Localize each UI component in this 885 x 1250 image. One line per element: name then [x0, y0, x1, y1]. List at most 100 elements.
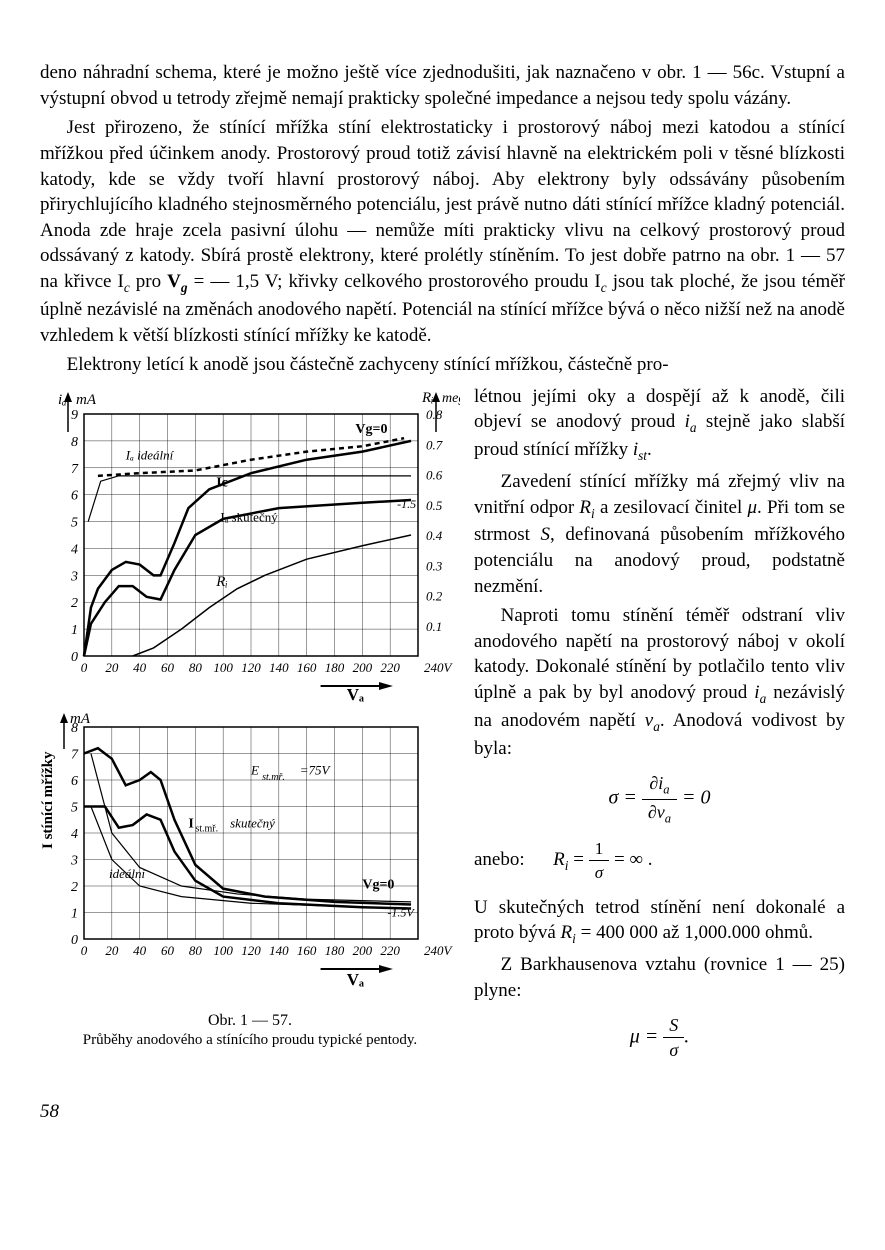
svg-text:ideální: ideální [109, 866, 146, 881]
svg-text:0.3: 0.3 [426, 558, 443, 573]
svg-text:120: 120 [241, 943, 261, 958]
svg-text:Vg=0: Vg=0 [362, 877, 394, 892]
svg-text:220: 220 [380, 660, 400, 675]
page-number: 58 [40, 1101, 845, 1123]
chart-screen-grid-current: 0123456780204060801001201401601802002202… [40, 709, 460, 999]
svg-text:0: 0 [71, 650, 78, 665]
svg-text:40: 40 [133, 943, 147, 958]
svg-text:100: 100 [213, 943, 233, 958]
svg-text:Iₐ ideální: Iₐ ideální [125, 447, 175, 462]
svg-text:160: 160 [297, 943, 317, 958]
svg-text:40: 40 [133, 660, 147, 675]
text: = 400 000 až 1,000.000 ohmů. [576, 922, 813, 943]
svg-text:st.mř.: st.mř. [262, 772, 285, 783]
symbol-va: v [645, 710, 653, 731]
svg-text:4: 4 [71, 827, 78, 842]
symbol-vg: V [167, 271, 181, 292]
figure-column: 0123456789020406080100120140160180200220… [40, 384, 460, 1073]
equation-mu: μ = Sσ. [474, 1013, 845, 1063]
two-column-layout: 0123456789020406080100120140160180200220… [40, 384, 845, 1073]
svg-text:6: 6 [71, 774, 78, 789]
svg-text:0: 0 [81, 943, 88, 958]
right-p5: U skutečných tetrod stínění není dokonal… [474, 895, 845, 948]
svg-text:7: 7 [71, 462, 79, 477]
text: anebo: [474, 849, 525, 870]
svg-text:200: 200 [353, 660, 373, 675]
svg-text:7: 7 [71, 747, 79, 762]
chart-anode-current: 0123456789020406080100120140160180200220… [40, 384, 460, 704]
svg-text:220: 220 [380, 943, 400, 958]
right-text-column: létnou jejími oky a dospějí až k anodě, … [474, 384, 845, 1073]
svg-text:60: 60 [161, 660, 175, 675]
sub: st [638, 448, 647, 463]
paragraph-3: Elektrony letící k anodě jsou částečně z… [40, 352, 845, 378]
figure-caption: Obr. 1 — 57. [40, 1012, 460, 1030]
svg-text:0.4: 0.4 [426, 528, 443, 543]
svg-text:Vg=0: Vg=0 [355, 422, 387, 437]
svg-text:200: 200 [353, 943, 373, 958]
svg-text:5: 5 [71, 800, 78, 815]
svg-text:0: 0 [71, 933, 78, 948]
svg-text:I: I [188, 816, 193, 831]
svg-text:Iₐ skutečný: Iₐ skutečný [220, 509, 278, 524]
svg-text:meg: meg [442, 391, 460, 406]
svg-text:skutečný: skutečný [230, 815, 275, 830]
symbol-mu: μ [747, 497, 757, 518]
svg-text:Ic: Ic [216, 475, 228, 490]
svg-text:240V: 240V [424, 660, 454, 675]
svg-text:mA: mA [76, 392, 97, 408]
sub: a [690, 420, 697, 435]
svg-text:80: 80 [189, 943, 203, 958]
svg-text:-1.5V: -1.5V [387, 905, 415, 919]
svg-text:I stínící mřížky: I stínící mřížky [40, 751, 56, 849]
text: Jest přirozeno, že stínící mřížka stíní … [40, 117, 845, 292]
svg-text:3: 3 [70, 569, 78, 584]
svg-text:Rᵢ: Rᵢ [421, 390, 434, 406]
text: a zesilovací činitel [595, 497, 748, 518]
svg-text:Vₐ: Vₐ [347, 685, 364, 704]
svg-text:0.5: 0.5 [426, 498, 443, 513]
right-p6: Z Barkhausenova vztahu (rovnice 1 — 25) … [474, 952, 845, 1003]
svg-text:0: 0 [81, 660, 88, 675]
svg-text:140: 140 [269, 943, 289, 958]
svg-text:180: 180 [325, 943, 345, 958]
svg-text:0.7: 0.7 [426, 437, 443, 452]
svg-text:4: 4 [71, 542, 78, 557]
sub: a [653, 719, 660, 734]
right-p4: anebo: Ri = 1σ = ∞ . [474, 837, 845, 884]
svg-text:120: 120 [241, 660, 261, 675]
symbol-s: S [541, 524, 551, 545]
sub: g [181, 280, 188, 295]
svg-text:0.2: 0.2 [426, 588, 443, 603]
svg-text:Vₐ: Vₐ [347, 970, 364, 989]
svg-text:140: 140 [269, 660, 289, 675]
right-p2: Zavedení stínící mřížky má zřejmý vliv n… [474, 469, 845, 599]
svg-text:E: E [250, 762, 259, 777]
svg-text:0.1: 0.1 [426, 619, 442, 634]
svg-text:0.6: 0.6 [426, 467, 443, 482]
symbol-ri: R [579, 497, 591, 518]
equation-sigma: σ = ∂ia∂va = 0 [474, 771, 845, 827]
svg-text:80: 80 [189, 660, 203, 675]
text: pro [130, 271, 167, 292]
svg-text:5: 5 [71, 515, 78, 530]
svg-text:240V: 240V [424, 943, 454, 958]
svg-text:2: 2 [71, 596, 78, 611]
svg-text:20: 20 [105, 660, 119, 675]
svg-text:mA: mA [70, 711, 91, 727]
svg-text:0.8: 0.8 [426, 407, 443, 422]
svg-text:9: 9 [71, 408, 78, 423]
svg-text:1: 1 [71, 906, 78, 921]
svg-text:160: 160 [297, 660, 317, 675]
svg-text:8: 8 [71, 435, 78, 450]
page: deno náhradní schema, které je možno ješ… [0, 0, 885, 1163]
svg-text:180: 180 [325, 660, 345, 675]
svg-text:6: 6 [71, 488, 78, 503]
svg-text:3: 3 [70, 853, 78, 868]
svg-text:2: 2 [71, 880, 78, 895]
svg-text:-1.5: -1.5 [397, 497, 416, 511]
svg-text:60: 60 [161, 943, 175, 958]
right-p1: létnou jejími oky a dospějí až k anodě, … [474, 384, 845, 465]
paragraph-2: Jest přirozeno, že stínící mřížka stíní … [40, 115, 845, 348]
svg-text:=75V: =75V [300, 762, 332, 777]
